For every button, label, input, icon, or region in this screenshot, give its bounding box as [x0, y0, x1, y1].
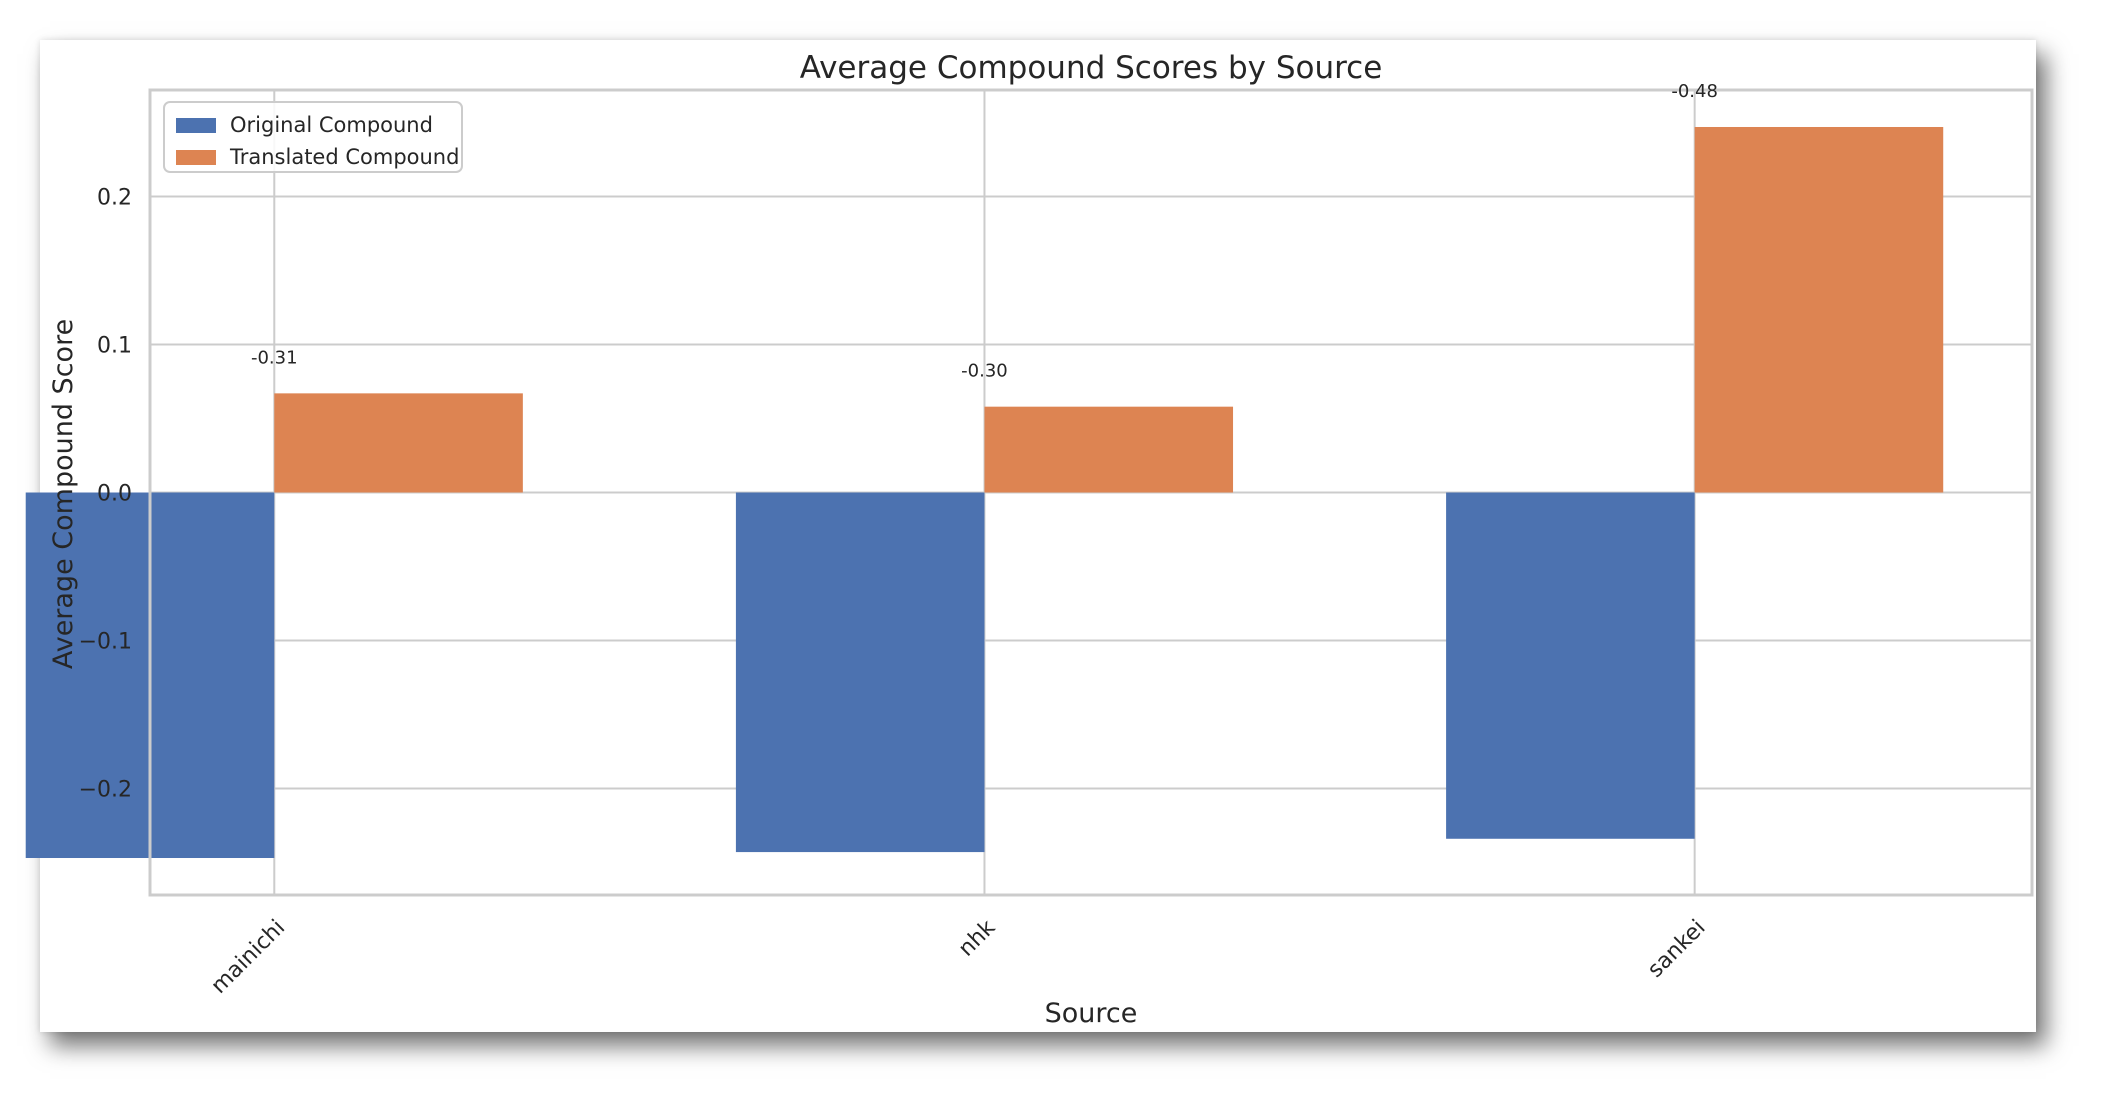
x-tick-label-sankei: sankei — [1643, 915, 1711, 983]
x-axis-title: Source — [1045, 998, 1138, 1029]
legend-swatch-translated — [176, 150, 216, 165]
legend: Original Compound Translated Compound — [163, 101, 463, 173]
y-tick-label: 0.1 — [97, 334, 132, 359]
bar-original-nhk — [735, 492, 985, 853]
bar-translated-mainichi — [274, 393, 523, 493]
bar-translated-nhk — [984, 406, 1234, 493]
legend-swatch-original — [176, 118, 216, 133]
legend-box — [163, 101, 463, 173]
y-tick-label: −0.1 — [79, 629, 132, 654]
legend-label-translated: Translated Compound — [229, 145, 459, 169]
y-axis-title: Average Compound Score — [48, 319, 79, 669]
bar-original-sankei — [1446, 492, 1695, 839]
axes-frame — [148, 88, 2034, 897]
chart-title: Average Compound Scores by Source — [800, 50, 1383, 86]
y-tick-label: −0.2 — [79, 777, 132, 802]
y-tick-labels: −0.2 −0.1 0.0 0.1 0.2 — [79, 186, 132, 803]
y-tick-label: 0.2 — [97, 186, 132, 211]
bar-value-label: -0.48 — [1671, 81, 1718, 102]
y-tick-label: 0.0 — [97, 482, 132, 507]
bar-value-label: -0.30 — [961, 361, 1008, 382]
plot-border — [148, 88, 2034, 897]
bar-value-labels: -0.31 -0.30 -0.48 — [251, 81, 1718, 382]
bar-translated-sankei — [1694, 126, 1944, 493]
x-tick-label-mainichi: mainichi — [207, 915, 291, 999]
x-tick-label-nhk: nhk — [954, 915, 1001, 962]
legend-label-original: Original Compound — [230, 113, 433, 137]
x-tick-labels: mainichi nhk sankei — [207, 915, 1711, 999]
bar-value-label: -0.31 — [251, 347, 298, 368]
